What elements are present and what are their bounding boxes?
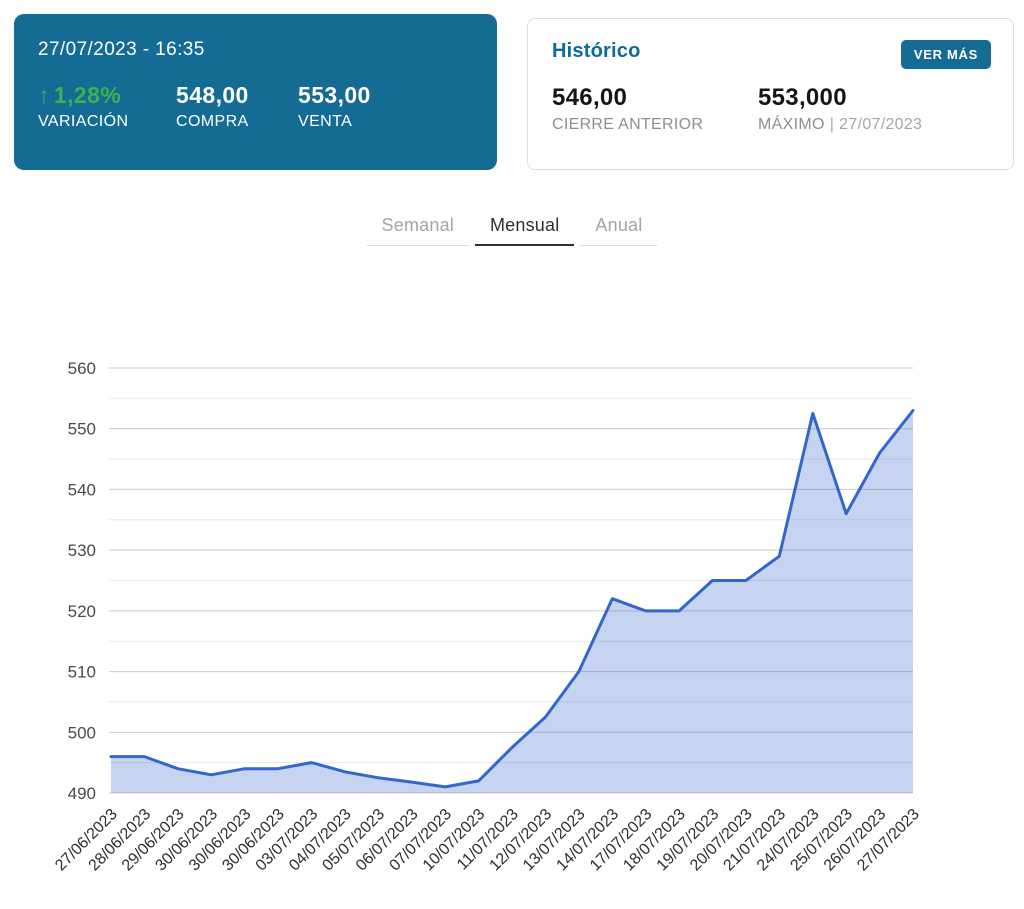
tab-mensual[interactable]: Mensual [474,215,575,246]
sell-label: VENTA [298,113,353,130]
maximum-stat: 553,000 MÁXIMO | 27/07/2023 [758,84,922,134]
history-header: Histórico VER MÁS [552,40,991,69]
variation-stat: ↑ 1,28% VARIACIÓN [38,82,176,131]
quote-stats-row: ↑ 1,28% VARIACIÓN 548,00 COMPRA 553,00 VE… [38,82,473,131]
y-axis-label: 550 [68,420,96,439]
variation-value: ↑ 1,28% [38,82,176,109]
tab-semanal[interactable]: Semanal [366,215,469,246]
y-axis-label: 560 [68,359,96,378]
area-fill [111,410,913,793]
quote-card: 27/07/2023 - 16:35 ↑ 1,28% VARIACIÓN 548,… [14,14,497,170]
y-axis-label: 540 [68,480,96,499]
buy-value: 548,00 [176,82,249,108]
variation-percent: 1,28% [53,82,122,108]
y-axis-label: 500 [68,723,96,742]
maximum-label-text: MÁXIMO [758,116,825,133]
price-history-chart[interactable]: 490 500 510 520 530 540 550 560 27/06/2023 28/06/… [0,349,1024,909]
previous-close-value: 546,00 [552,84,628,111]
series-line [109,409,915,789]
maximum-value: 553,000 [758,84,847,111]
period-tabs: Semanal Mensual Anual [0,215,1024,246]
history-stats-row: 546,00 CIERRE ANTERIOR 553,000 MÁXIMO | 27… [552,84,991,134]
sell-stat: 553,00 VENTA [298,82,371,131]
maximum-date: 27/07/2023 [839,116,923,133]
y-axis-label: 490 [68,784,96,803]
arrow-up-icon: ↑ [38,82,50,108]
sell-value: 553,00 [298,82,371,108]
previous-close-label: CIERRE ANTERIOR [552,116,704,133]
history-title: Histórico [552,40,641,62]
pipe-separator: | [829,116,835,133]
buy-label: COMPRA [176,113,249,130]
maximum-label: MÁXIMO | 27/07/2023 [758,116,922,134]
previous-close-stat: 546,00 CIERRE ANTERIOR [552,84,758,134]
price-history-chart-svg[interactable]: 49050051052053054055056027/06/202328/06/… [0,349,1024,909]
history-card: Histórico VER MÁS 546,00 CIERRE ANTERIOR… [527,18,1014,170]
ver-mas-button[interactable]: VER MÁS [900,40,991,69]
tab-anual[interactable]: Anual [580,215,658,246]
quote-datetime: 27/07/2023 - 16:35 [38,39,205,60]
y-axis-label: 510 [68,663,96,682]
y-axis-label: 530 [68,541,96,560]
buy-stat: 548,00 COMPRA [176,82,298,131]
y-axis-label: 520 [68,602,96,621]
variation-label: VARIACIÓN [38,113,129,130]
